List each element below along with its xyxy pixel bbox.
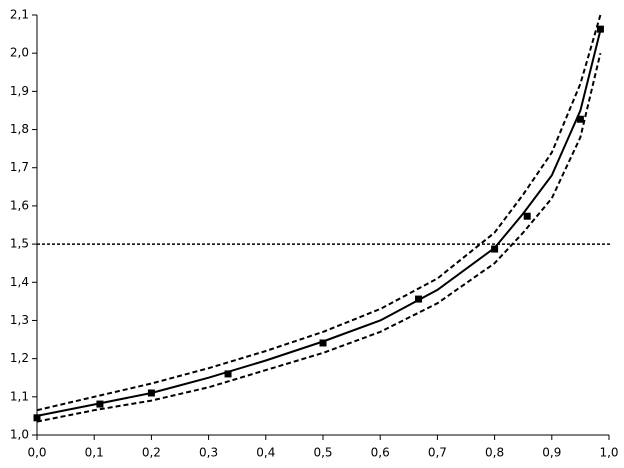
fitted-curve	[36, 30, 602, 417]
y-tick-label: 1,9	[10, 84, 29, 98]
data-point	[33, 414, 41, 422]
confidence-band	[36, 14, 602, 412]
data-point	[523, 212, 531, 220]
data-point	[147, 389, 155, 397]
y-tick-label: 1,8	[10, 122, 29, 136]
data-point	[224, 370, 232, 378]
y-tick-label: 2,1	[10, 8, 29, 22]
data-point	[596, 25, 604, 33]
x-tick-label: 0,8	[485, 446, 504, 460]
data-point	[415, 295, 423, 303]
x-tick-label: 0,7	[428, 446, 447, 460]
x-tick-label: 0,3	[199, 446, 218, 460]
y-tick-label: 1,7	[10, 160, 29, 174]
x-tick-label: 0,1	[85, 446, 104, 460]
y-tick-label: 2,0	[10, 46, 29, 60]
data-point	[576, 115, 584, 123]
data-point	[96, 400, 104, 408]
x-tick-label: 0,0	[27, 446, 46, 460]
y-tick-label: 1,1	[10, 389, 29, 403]
y-tick-label: 1,2	[10, 351, 29, 365]
x-tick-label: 0,9	[542, 446, 561, 460]
x-tick-label: 0,4	[256, 446, 275, 460]
y-tick-label: 1,3	[10, 313, 29, 327]
x-tick-label: 0,6	[371, 446, 390, 460]
confidence-band	[36, 52, 602, 423]
y-tick-label: 1,5	[10, 237, 29, 251]
data-point	[491, 245, 499, 253]
y-tick-label: 1,6	[10, 198, 29, 212]
y-tick-label: 1,0	[10, 428, 29, 442]
data-point	[319, 339, 327, 347]
x-tick-label: 0,2	[142, 446, 161, 460]
x-tick-label: 0,5	[313, 446, 332, 460]
y-tick-label: 1,4	[10, 275, 29, 289]
x-tick-label: 1,0	[599, 446, 618, 460]
